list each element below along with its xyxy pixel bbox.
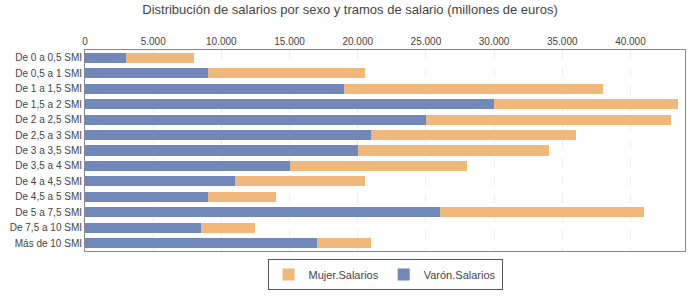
svg-text:25.000: 25.000: [411, 36, 442, 47]
svg-text:De 1,5 a 2 SMI: De 1,5 a 2 SMI: [15, 99, 82, 110]
svg-text:De 2,5 a 3 SMI: De 2,5 a 3 SMI: [15, 130, 82, 141]
svg-text:Distribución de salarios por s: Distribución de salarios por sexo y tram…: [142, 2, 557, 17]
svg-text:Más de 10 SMI: Más de 10 SMI: [15, 238, 82, 249]
svg-text:0: 0: [82, 36, 88, 47]
svg-text:De 3,5 a 4 SMI: De 3,5 a 4 SMI: [15, 160, 82, 171]
svg-text:Mujer.Salarios: Mujer.Salarios: [309, 269, 379, 281]
svg-text:35.000: 35.000: [547, 36, 578, 47]
svg-text:Varón.Salarios: Varón.Salarios: [424, 269, 496, 281]
svg-text:15.000: 15.000: [274, 36, 305, 47]
svg-text:De 7,5 a 10 SMI: De 7,5 a 10 SMI: [10, 222, 82, 233]
svg-text:De 3 a 3,5 SMI: De 3 a 3,5 SMI: [15, 145, 82, 156]
svg-text:De 4,5 a 5 SMI: De 4,5 a 5 SMI: [15, 191, 82, 202]
svg-text:De 2 a 2,5 SMI: De 2 a 2,5 SMI: [15, 114, 82, 125]
svg-text:De 0 a 0,5 SMI: De 0 a 0,5 SMI: [15, 52, 82, 63]
svg-text:De 1 a 1,5 SMI: De 1 a 1,5 SMI: [15, 83, 82, 94]
svg-text:De 5 a 7,5 SMI: De 5 a 7,5 SMI: [15, 207, 82, 218]
svg-text:10.000: 10.000: [206, 36, 237, 47]
svg-text:20.000: 20.000: [342, 36, 373, 47]
svg-text:De 4 a 4,5 SMI: De 4 a 4,5 SMI: [15, 176, 82, 187]
svg-text:De 0,5 a 1 SMI: De 0,5 a 1 SMI: [15, 68, 82, 79]
svg-text:30.000: 30.000: [479, 36, 510, 47]
svg-text:5.000: 5.000: [141, 36, 166, 47]
svg-text:40.000: 40.000: [615, 36, 646, 47]
